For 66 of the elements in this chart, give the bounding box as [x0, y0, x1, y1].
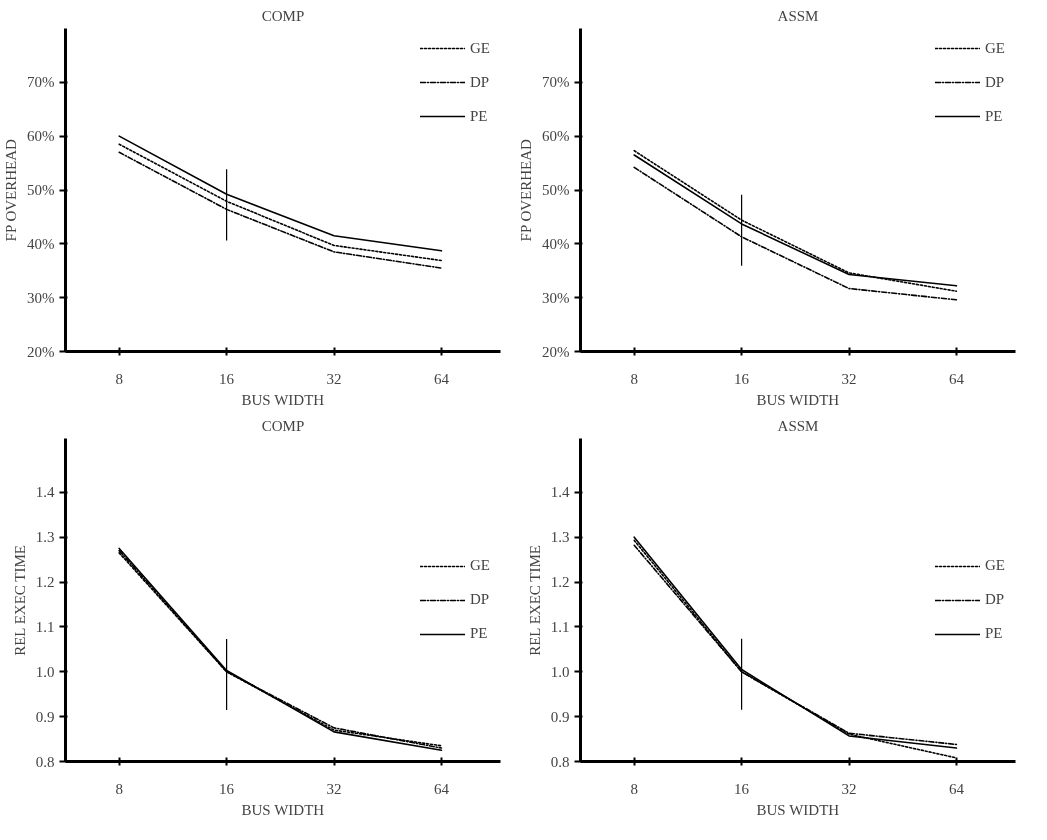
y-tick-label: 70% [27, 74, 55, 91]
y-tick-label: 60% [27, 128, 55, 145]
y-tick-label: 40% [27, 235, 55, 252]
x-tick-label: 16 [734, 370, 750, 387]
y-tick-label: 20% [542, 343, 570, 360]
y-tick-label: 60% [542, 128, 570, 145]
y-tick-label: 50% [542, 182, 570, 198]
chart-title: COMP [261, 417, 305, 434]
x-tick-label: 64 [433, 370, 450, 387]
x-tick-label: 64 [948, 370, 965, 387]
legend-label: GE [985, 557, 1005, 574]
y-tick-label: 1.0 [35, 663, 55, 680]
y-tick-label: 0.8 [35, 753, 55, 770]
x-axis-title: BUS WIDTH [756, 801, 840, 818]
y-tick-label: 30% [27, 289, 55, 306]
y-tick-label: 0.9 [35, 708, 55, 725]
y-tick-label: 1.3 [550, 529, 570, 546]
y-tick-label: 1.2 [35, 574, 55, 591]
y-axis-title: REL EXEC TIME [11, 545, 28, 656]
legend-label: GE [985, 39, 1005, 57]
x-tick-label: 32 [326, 370, 342, 387]
x-tick-label: 32 [326, 780, 342, 797]
y-tick-label: 70% [542, 74, 570, 91]
legend-label: DP [470, 73, 490, 91]
y-tick-label: 1.4 [35, 484, 55, 501]
y-axis-title: FP OVERHEAD [3, 138, 19, 242]
y-tick-label: 0.8 [550, 753, 570, 770]
x-tick-label: 16 [219, 370, 235, 387]
legend-label: PE [985, 625, 1004, 642]
legend-label: GE [470, 39, 490, 57]
y-tick-label: 1.0 [550, 663, 570, 680]
x-tick-label: 8 [630, 370, 638, 387]
y-tick-label: 40% [542, 235, 570, 252]
x-tick-label: 64 [948, 780, 965, 797]
x-axis-title: BUS WIDTH [241, 391, 325, 408]
x-tick-label: 32 [841, 780, 857, 797]
chart-title: ASSM [777, 7, 819, 24]
y-axis-title: REL EXEC TIME [526, 545, 543, 656]
legend-label: PE [470, 625, 489, 642]
legend-label: PE [985, 107, 1004, 125]
x-tick-label: 8 [115, 780, 123, 797]
y-tick-label: 1.1 [550, 618, 570, 635]
legend-label: PE [470, 107, 489, 125]
y-tick-label: 1.3 [35, 529, 55, 546]
x-axis-title: BUS WIDTH [756, 391, 840, 408]
legend-label: GE [470, 557, 490, 574]
legend-label: DP [470, 591, 490, 608]
legend-label: DP [985, 591, 1005, 608]
y-tick-label: 20% [27, 343, 55, 360]
y-tick-label: 1.1 [35, 618, 55, 635]
y-tick-label: 50% [27, 182, 55, 198]
legend-label: DP [985, 73, 1005, 91]
chart-title: ASSM [777, 417, 819, 434]
y-tick-label: 1.4 [550, 484, 570, 501]
x-tick-label: 32 [841, 370, 857, 387]
x-axis-title: BUS WIDTH [241, 801, 325, 818]
x-tick-label: 8 [630, 780, 638, 797]
x-tick-label: 64 [433, 780, 450, 797]
y-tick-label: 30% [542, 289, 570, 306]
x-tick-label: 16 [219, 780, 235, 797]
y-axis-title: FP OVERHEAD [518, 138, 534, 242]
x-tick-label: 16 [734, 780, 750, 797]
chart-title: COMP [261, 7, 305, 24]
y-tick-label: 1.2 [550, 574, 570, 591]
x-tick-label: 8 [115, 370, 123, 387]
y-tick-label: 0.9 [550, 708, 570, 725]
